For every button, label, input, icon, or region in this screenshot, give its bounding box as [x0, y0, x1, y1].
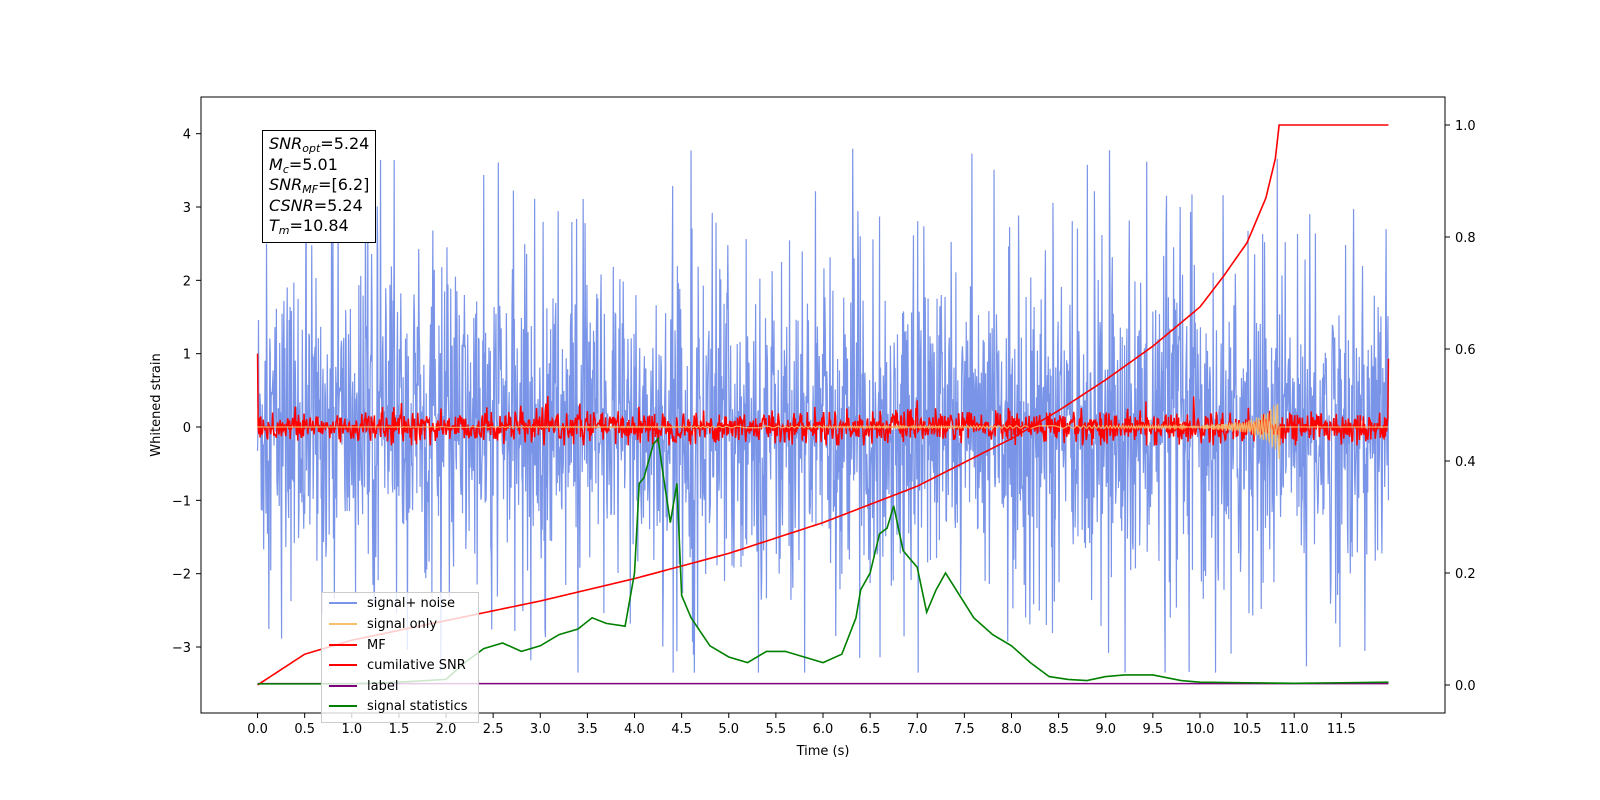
legend-swatch [329, 602, 357, 604]
y-tick-label-left: −2 [172, 568, 191, 583]
series-signal-statistics [257, 436, 1389, 685]
x-tick-label: 0.5 [294, 722, 315, 737]
legend-swatch [329, 685, 357, 687]
x-tick-label: 7.0 [907, 722, 928, 737]
annotation-snr-mf: SNRMF=[6.2] [269, 175, 370, 196]
legend: signal+ noise signal only MF cumilative … [321, 592, 479, 723]
legend-item-signal-only: signal only [329, 615, 437, 633]
annotation-snr-opt: SNRopt=5.24 [269, 134, 370, 155]
x-tick-label: 1.0 [341, 722, 362, 737]
x-tick-label: 7.5 [954, 722, 975, 737]
y-tick-label-left: 2 [183, 274, 191, 289]
legend-item-signal-noise: signal+ noise [329, 594, 455, 612]
legend-swatch [329, 623, 357, 625]
series-mf [256, 353, 1390, 446]
x-tick-label: 10.5 [1233, 722, 1262, 737]
annotation-csnr: CSNR=5.24 [269, 195, 363, 215]
x-tick-label: 9.5 [1143, 722, 1164, 737]
x-tick-label: 2.0 [436, 722, 457, 737]
legend-item-signal-statistics: signal statistics [329, 697, 468, 715]
legend-item-label: label [329, 677, 398, 695]
x-tick-label: 6.5 [860, 722, 881, 737]
y-tick-label-left: −1 [172, 494, 191, 509]
y-tick-label-left: 3 [183, 201, 191, 216]
annotation-tm: Tm=10.84 [269, 216, 349, 237]
x-tick-label: 4.5 [671, 722, 692, 737]
legend-swatch [329, 705, 357, 707]
x-tick-label: 5.5 [766, 722, 787, 737]
x-tick-label: 8.0 [1001, 722, 1022, 737]
y-tick-label-right: 0.8 [1455, 231, 1476, 246]
y-axis-label: Whitened strain [149, 353, 164, 456]
y-tick-label-left: 0 [183, 421, 191, 436]
y-tick-label-left: 4 [183, 128, 191, 143]
y-tick-label-right: 0.6 [1455, 343, 1476, 358]
y-tick-label-right: 0.4 [1455, 455, 1476, 470]
legend-item-mf: MF [329, 636, 386, 654]
x-tick-label: 4.0 [624, 722, 645, 737]
y-tick-label-right: 0.0 [1455, 679, 1476, 694]
x-tick-label: 5.0 [718, 722, 739, 737]
y-tick-label-left: 1 [183, 348, 191, 363]
x-axis-label: Time (s) [796, 744, 850, 759]
snr-annotation-box: SNRopt=5.24 Mc=5.01 SNRMF=[6.2] CSNR=5.2… [262, 130, 377, 243]
x-tick-label: 2.5 [483, 722, 504, 737]
legend-swatch [329, 664, 357, 666]
x-tick-label: 1.5 [389, 722, 410, 737]
x-tick-label: 8.5 [1048, 722, 1069, 737]
x-tick-label: 0.0 [247, 722, 268, 737]
x-tick-label: 9.0 [1095, 722, 1116, 737]
y-tick-label-left: −3 [172, 641, 191, 656]
legend-item-cumilative-snr: cumilative SNR [329, 656, 466, 674]
annotation-mc: Mc=5.01 [269, 154, 338, 176]
x-tick-label: 3.5 [577, 722, 598, 737]
x-tick-label: 6.0 [813, 722, 834, 737]
x-tick-label: 10.0 [1185, 722, 1214, 737]
series-signal-noise [256, 148, 1390, 673]
x-tick-label: 11.5 [1327, 722, 1356, 737]
x-tick-label: 11.0 [1280, 722, 1309, 737]
x-tick-label: 3.0 [530, 722, 551, 737]
series-signal-only [257, 402, 1389, 460]
legend-swatch [329, 644, 357, 646]
y-tick-label-right: 1.0 [1455, 119, 1476, 134]
y-tick-label-right: 0.2 [1455, 567, 1476, 582]
